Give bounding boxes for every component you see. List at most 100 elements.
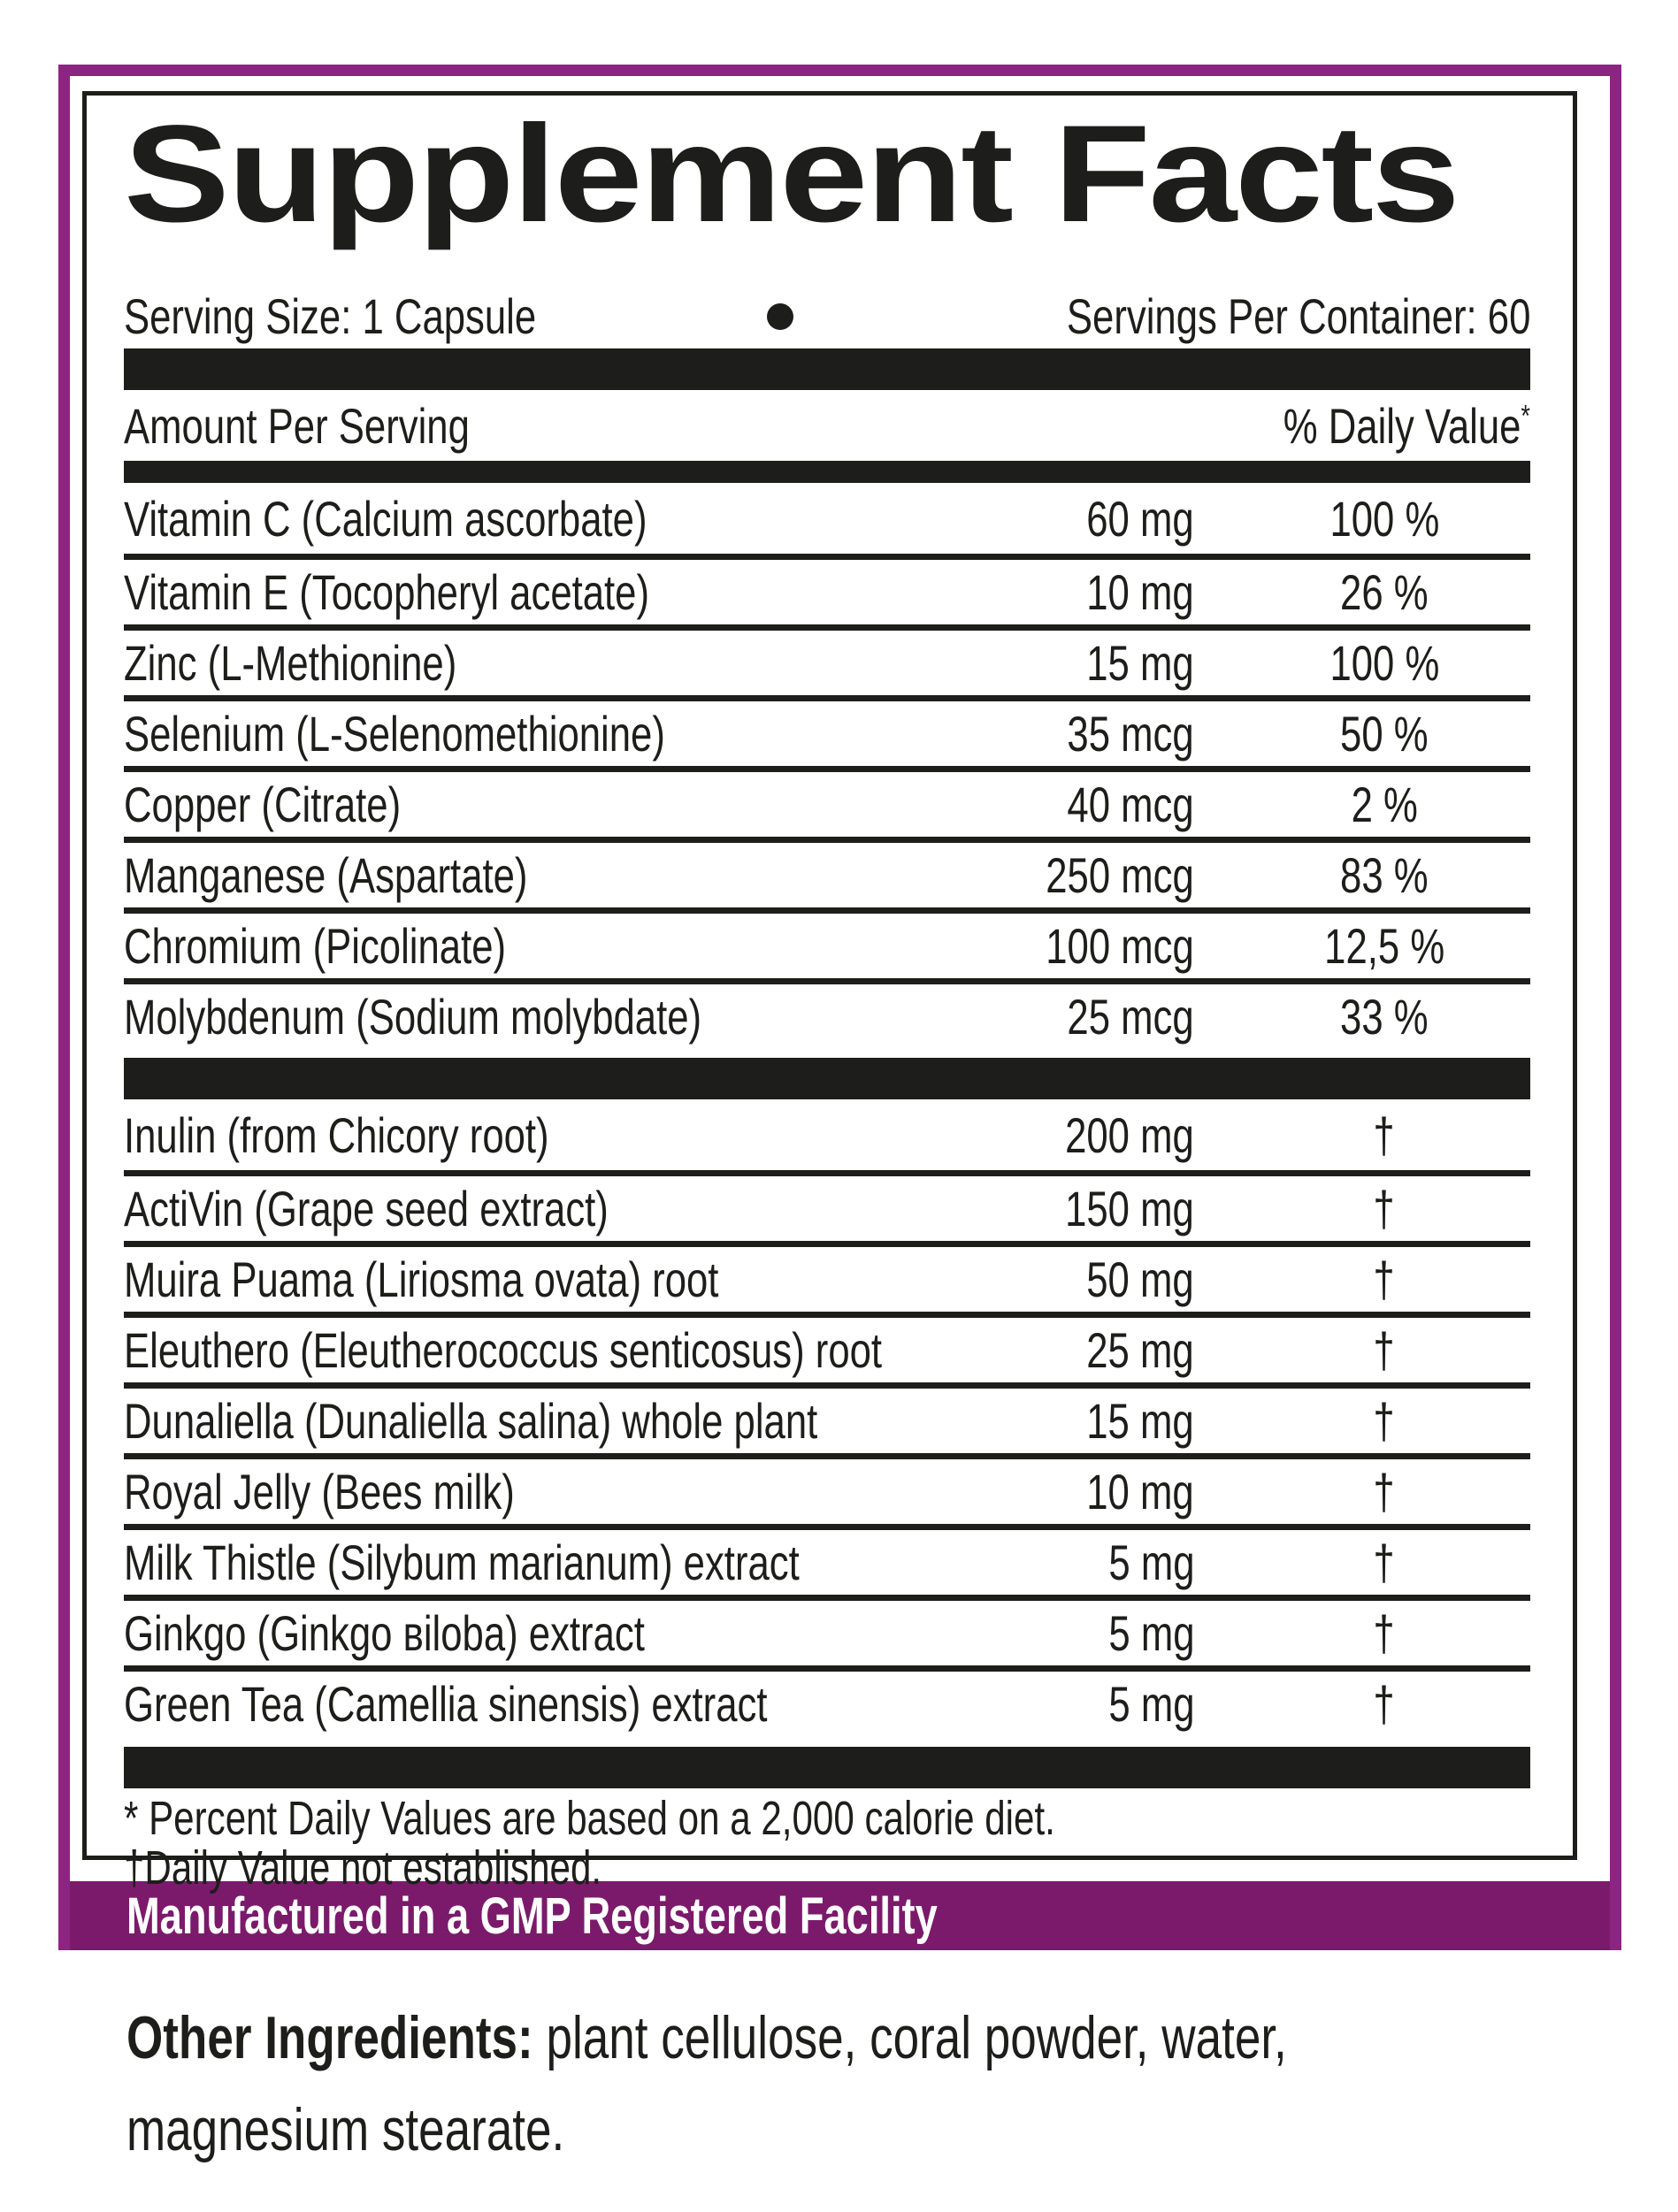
panel-title: Supplement Facts — [124, 97, 1530, 284]
ingredient-name: Green Tea (Camellia sinensis) extract — [124, 1676, 768, 1732]
amount-per-serving-header: Amount Per Serving — [124, 397, 470, 454]
ingredient-name: Muira Puama (Liriosma ovata) root — [124, 1251, 719, 1307]
table-row: Royal Jelly (Bees milk) 10 mg † — [124, 1453, 1530, 1524]
table-row: Vitamin E (Tocopheryl acetate) 10 mg 26 % — [124, 554, 1530, 624]
servings-per-container: Servings Per Container: 60 — [1066, 288, 1530, 344]
footnote-dagger-text: †Daily Value not established. — [124, 1841, 602, 1894]
ingredient-name: Selenium (L-Selenomethionine) — [124, 706, 665, 762]
botanicals-table: Inulin (from Chicory root) 200 mg † ActiVin… — [124, 1099, 1530, 1736]
table-row: Green Tea (Camellia sinensis) extract 5 m… — [124, 1665, 1530, 1736]
table-row: Molybdenum (Sodium molybdate) 25 mcg 33 % — [124, 978, 1530, 1049]
table-row: Inulin (from Chicory root) 200 mg † — [124, 1099, 1530, 1170]
ingredient-amount: 25 mg — [1086, 1322, 1194, 1378]
table-row: Dunaliella (Dunaliella salina) whole pla… — [124, 1382, 1530, 1453]
ingredient-amount: 10 mg — [1086, 1464, 1194, 1519]
other-ingredients: Other Ingredients: plant cellulose, cora… — [126, 1992, 1559, 2176]
footnote-daily-values: * Percent Daily Values are based on a 2,… — [124, 1794, 1530, 1843]
footnotes: * Percent Daily Values are based on a 2,… — [124, 1794, 1530, 1893]
ingredient-name: Zinc (L-Methionine) — [124, 635, 457, 691]
ingredient-daily-value: 2 % — [1351, 777, 1418, 832]
ingredient-name: Eleuthero (Eleutherococcus senticosus) r… — [124, 1322, 883, 1378]
ingredient-amount: 5 mg — [1107, 1676, 1194, 1732]
divider-bar-header — [124, 461, 1530, 483]
ingredient-amount: 15 mg — [1086, 1393, 1194, 1449]
table-row: Zinc (L-Methionine) 15 mg 100 % — [124, 624, 1530, 695]
ingredient-daily-value: † — [1373, 1322, 1396, 1378]
ingredient-name: Ginkgo (Ginkgo вiloba) extract — [124, 1605, 645, 1661]
ingredient-name: Vitamin C (Calcium ascorbate) — [124, 490, 647, 547]
daily-value-header: % Daily Value* — [1283, 397, 1530, 455]
ingredient-daily-value: 100 % — [1329, 635, 1439, 691]
ingredient-amount: 35 mcg — [1067, 706, 1194, 762]
footnote-daily-values-text: * Percent Daily Values are based on a 2,… — [124, 1792, 1055, 1845]
table-row: Chromium (Picolinate) 100 mcg 12,5 % — [124, 907, 1530, 978]
daily-value-asterisk: * — [1521, 398, 1530, 432]
supplement-facts-panel: Supplement Facts Serving Size: 1 Capsule… — [82, 91, 1577, 1893]
gmp-banner: Manufactured in a GMP Registered Facilit… — [70, 1881, 1610, 1950]
table-row: Milk Thistle (Silybum marianum) extract 5… — [124, 1524, 1530, 1595]
divider-bar-top — [124, 348, 1530, 390]
ingredient-daily-value: † — [1373, 1393, 1396, 1449]
ingredient-name: Royal Jelly (Bees milk) — [124, 1464, 515, 1519]
ingredient-daily-value: 33 % — [1340, 989, 1429, 1045]
table-row: Ginkgo (Ginkgo вiloba) extract 5 mg † — [124, 1595, 1530, 1665]
ingredient-amount: 100 mcg — [1046, 918, 1194, 974]
ingredient-daily-value: 50 % — [1340, 706, 1429, 762]
serving-size: Serving Size: 1 Capsule — [124, 288, 537, 344]
table-row: ActiVin (Grape seed extract) 150 mg † — [124, 1170, 1530, 1241]
ingredient-amount: 250 mcg — [1046, 847, 1194, 903]
ingredient-name: Dunaliella (Dunaliella salina) whole pla… — [124, 1393, 818, 1449]
other-ingredients-line2: magnesium stearate. — [126, 2084, 1559, 2176]
gmp-banner-text: Manufactured in a GMP Registered Facilit… — [126, 1887, 938, 1945]
ingredient-amount: 60 mg — [1086, 490, 1194, 547]
ingredient-daily-value: † — [1373, 1106, 1396, 1163]
ingredient-amount: 200 mg — [1065, 1106, 1194, 1163]
other-ingredients-text1: plant cellulose, coral powder, water, — [546, 2004, 1287, 2071]
ingredient-daily-value: 83 % — [1340, 847, 1429, 903]
ingredient-amount: 10 mg — [1086, 564, 1194, 620]
ingredient-amount: 50 mg — [1086, 1251, 1194, 1307]
divider-bar-middle — [124, 1058, 1530, 1099]
ingredient-daily-value: † — [1373, 1676, 1396, 1732]
ingredient-name: Milk Thistle (Silybum marianum) extract — [124, 1535, 800, 1590]
ingredient-name: Molybdenum (Sodium molybdate) — [124, 989, 702, 1045]
ingredient-daily-value: † — [1373, 1181, 1396, 1236]
table-row: Manganese (Aspartate) 250 mcg 83 % — [124, 837, 1530, 907]
ingredient-name: Manganese (Aspartate) — [124, 847, 528, 903]
other-ingredients-label: Other Ingredients: — [126, 2004, 533, 2071]
ingredient-amount: 5 mg — [1107, 1605, 1194, 1661]
ingredient-daily-value: 26 % — [1340, 564, 1429, 620]
table-row: Muira Puama (Liriosma ovata) root 50 mg † — [124, 1241, 1530, 1312]
ingredient-name: Chromium (Picolinate) — [124, 918, 507, 974]
divider-bar-bottom — [124, 1747, 1530, 1788]
minerals-table: Vitamin C (Calcium ascorbate) 60 mg 100 % V… — [124, 483, 1530, 1049]
label-frame: Supplement Facts Serving Size: 1 Capsule… — [58, 65, 1621, 1950]
panel-title-text: Supplement Facts — [124, 97, 1460, 251]
section-gap — [124, 1049, 1530, 1058]
table-header-row: Amount Per Serving % Daily Value* — [124, 390, 1530, 461]
ingredient-daily-value: † — [1373, 1605, 1396, 1661]
ingredient-amount: 25 mcg — [1067, 989, 1194, 1045]
ingredient-amount: 40 mcg — [1067, 777, 1194, 832]
ingredient-name: Vitamin E (Tocopheryl acetate) — [124, 564, 650, 620]
table-row: Vitamin C (Calcium ascorbate) 60 mg 100 % — [124, 483, 1530, 554]
ingredient-daily-value: 12,5 % — [1324, 918, 1444, 974]
ingredient-name: Copper (Citrate) — [124, 777, 402, 832]
section-gap — [124, 1736, 1530, 1747]
ingredient-daily-value: † — [1373, 1251, 1396, 1307]
ingredient-name: Inulin (from Chicory root) — [124, 1106, 549, 1163]
serving-info-row: Serving Size: 1 Capsule Servings Per Con… — [124, 284, 1530, 348]
ingredient-daily-value: † — [1373, 1535, 1396, 1590]
ingredient-amount: 150 mg — [1065, 1181, 1194, 1236]
ingredient-daily-value: 100 % — [1329, 490, 1439, 547]
table-row: Eleuthero (Eleutherococcus senticosus) r… — [124, 1312, 1530, 1382]
daily-value-header-text: % Daily Value — [1283, 397, 1521, 454]
other-ingredients-line1: Other Ingredients: plant cellulose, cora… — [126, 1992, 1559, 2084]
footnote-dagger: †Daily Value not established. — [124, 1843, 1530, 1893]
ingredient-name: ActiVin (Grape seed extract) — [124, 1181, 609, 1236]
bullet-separator-icon — [767, 302, 793, 330]
table-row: Selenium (L-Selenomethionine) 35 mcg 50 % — [124, 695, 1530, 766]
other-ingredients-text2: magnesium stearate. — [126, 2096, 565, 2163]
table-row: Copper (Citrate) 40 mcg 2 % — [124, 766, 1530, 837]
